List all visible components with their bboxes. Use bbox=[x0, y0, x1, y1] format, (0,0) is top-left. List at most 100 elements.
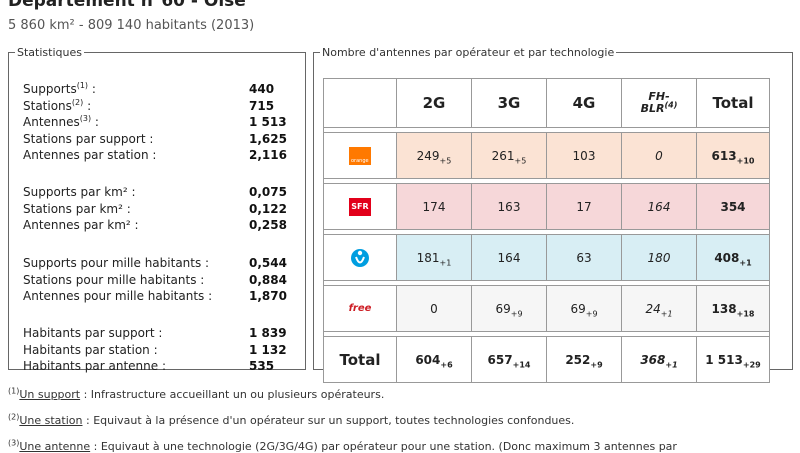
total-3g-delta: +14 bbox=[512, 359, 531, 369]
footnote: (2)Une station : Equivaut à la présence … bbox=[8, 412, 575, 427]
stat-row: Stations pour mille habitants : 0,884 bbox=[23, 272, 295, 289]
header-fh-label: FH- bbox=[648, 90, 670, 103]
stats-legend: Statistiques bbox=[17, 46, 82, 59]
table-row: SFR 174 163 17 164 354 bbox=[323, 183, 770, 230]
cell-fh-blr: 24+1 bbox=[621, 285, 697, 332]
stat-label: Stations pour mille habitants : bbox=[23, 272, 204, 289]
cell-total-value: 408 bbox=[714, 250, 740, 265]
cell-2g-value: 249 bbox=[416, 148, 440, 163]
cell-fh-blr-value: 180 bbox=[647, 250, 671, 265]
stat-value: 2,116 bbox=[249, 148, 287, 162]
stat-label-text: Supports bbox=[23, 82, 77, 96]
total-fh-blr: 368+1 bbox=[621, 336, 697, 383]
stat-row: Stations par support : 1,625 bbox=[23, 131, 295, 148]
cell-total: 138+18 bbox=[696, 285, 770, 332]
cell-3g: 163 bbox=[471, 183, 547, 230]
cell-4g-value: 63 bbox=[576, 250, 592, 265]
stat-label-text: Stations par km² : bbox=[23, 201, 131, 216]
stat-value: 1 132 bbox=[249, 342, 287, 357]
total-2g-value: 604 bbox=[415, 352, 441, 367]
header-3g: 3G bbox=[471, 78, 547, 128]
stat-label: Habitants par station : bbox=[23, 342, 158, 359]
stat-label: Supports pour mille habitants : bbox=[23, 255, 209, 272]
table-row: 181+1 164 63 180 408+1 bbox=[323, 234, 770, 281]
stat-row: Supports(1) : 440 bbox=[23, 81, 295, 98]
cell-3g-value: 163 bbox=[497, 199, 521, 214]
total-fh-blr-delta: +1 bbox=[665, 359, 678, 369]
cell-4g: 17 bbox=[546, 183, 622, 230]
cell-fh-blr-value: 0 bbox=[655, 148, 663, 163]
cell-4g-value: 69 bbox=[570, 301, 586, 316]
stat-row: Stations par km² : 0,122 bbox=[23, 201, 295, 218]
page-subtitle: 5 860 km² - 809 140 habitants (2013) bbox=[8, 18, 255, 33]
stat-label-text: Antennes pour mille habitants : bbox=[23, 289, 213, 303]
stat-value: 535 bbox=[249, 359, 275, 373]
cell-3g: 261+5 bbox=[471, 132, 547, 179]
stat-label: Antennes par station : bbox=[23, 147, 156, 164]
footnote-term: Une station bbox=[19, 414, 83, 427]
cell-fh-blr: 180 bbox=[621, 234, 697, 281]
stat-label: Supports(1) : bbox=[23, 81, 96, 98]
operator-cell bbox=[323, 234, 397, 281]
stat-footnote-ref: (1) bbox=[76, 81, 89, 90]
page-title: Département n°60 - Oise bbox=[8, 0, 246, 11]
cell-2g-value: 174 bbox=[422, 199, 446, 214]
cell-total: 613+10 bbox=[696, 132, 770, 179]
operator-cell: free bbox=[323, 285, 397, 332]
header-4g: 4G bbox=[546, 78, 622, 128]
total-total-value: 1 513 bbox=[705, 352, 743, 367]
antennas-panel: Nombre d'antennes par opérateur et par t… bbox=[313, 46, 793, 383]
stat-label-text: Antennes bbox=[23, 115, 80, 129]
cell-total: 408+1 bbox=[696, 234, 770, 281]
logo-text: free bbox=[348, 302, 372, 314]
cell-3g-delta: +9 bbox=[510, 308, 523, 318]
orange-logo bbox=[349, 146, 371, 165]
stat-row: Habitants par support : 1 839 bbox=[23, 325, 295, 342]
header-fh-blr: FH- BLR(4) bbox=[621, 78, 697, 128]
free-logo: free bbox=[347, 300, 373, 318]
cell-4g: 69+9 bbox=[546, 285, 622, 332]
stat-footnote-ref: (2) bbox=[71, 97, 84, 107]
cell-2g: 181+1 bbox=[396, 234, 472, 281]
stat-value: 1,870 bbox=[249, 289, 287, 303]
stat-label-suffix: : bbox=[83, 98, 92, 113]
header-total: Total bbox=[696, 78, 770, 128]
footnote: (3)Une antenne : Equivaut à une technolo… bbox=[8, 439, 677, 453]
footnote-term: Une antenne bbox=[19, 440, 91, 453]
total-2g: 604+6 bbox=[396, 336, 472, 383]
stat-row: Supports pour mille habitants : 0,544 bbox=[23, 255, 295, 272]
antennas-legend: Nombre d'antennes par opérateur et par t… bbox=[322, 46, 615, 59]
cell-total: 354 bbox=[696, 183, 770, 230]
stat-label: Habitants par antenne : bbox=[23, 358, 166, 375]
header-blr-label: BLR bbox=[640, 102, 665, 115]
cell-2g: 174 bbox=[396, 183, 472, 230]
stat-label-text: Stations bbox=[23, 98, 72, 113]
footnote-term: Un support bbox=[19, 388, 81, 401]
total-3g: 657+14 bbox=[471, 336, 547, 383]
stat-label-text: Habitants par antenne : bbox=[23, 359, 166, 373]
stat-value: 440 bbox=[249, 82, 275, 96]
cell-2g: 0 bbox=[396, 285, 472, 332]
stat-row: Antennes par km² : 0,258 bbox=[23, 217, 295, 234]
cell-3g-value: 261 bbox=[491, 148, 515, 163]
total-2g-delta: +6 bbox=[440, 359, 453, 369]
cell-total-value: 354 bbox=[720, 199, 746, 214]
cell-2g-delta: +5 bbox=[439, 155, 452, 165]
stat-label: Stations par km² : bbox=[23, 201, 131, 218]
cell-3g: 164 bbox=[471, 234, 547, 281]
stat-value: 715 bbox=[249, 98, 275, 113]
footnote-number: (2) bbox=[8, 412, 20, 422]
cell-3g-delta: +5 bbox=[514, 155, 527, 165]
stat-label-suffix: : bbox=[88, 82, 96, 96]
stat-value: 1 839 bbox=[249, 326, 287, 340]
cell-2g: 249+5 bbox=[396, 132, 472, 179]
stat-row: Habitants par antenne : 535 bbox=[23, 358, 295, 375]
stat-row: Antennes(3) : 1 513 bbox=[23, 114, 295, 131]
total-total-delta: +29 bbox=[742, 359, 761, 369]
cell-2g-value: 181 bbox=[416, 250, 440, 265]
stats-panel: Statistiques Supports(1) : 440 Stations(2)… bbox=[8, 46, 306, 373]
sfr-logo: SFR bbox=[349, 197, 371, 216]
footnote-text: : Equivaut à la présence d'un opérateur … bbox=[82, 414, 575, 427]
stat-row: Stations(2) : 715 bbox=[23, 98, 295, 115]
